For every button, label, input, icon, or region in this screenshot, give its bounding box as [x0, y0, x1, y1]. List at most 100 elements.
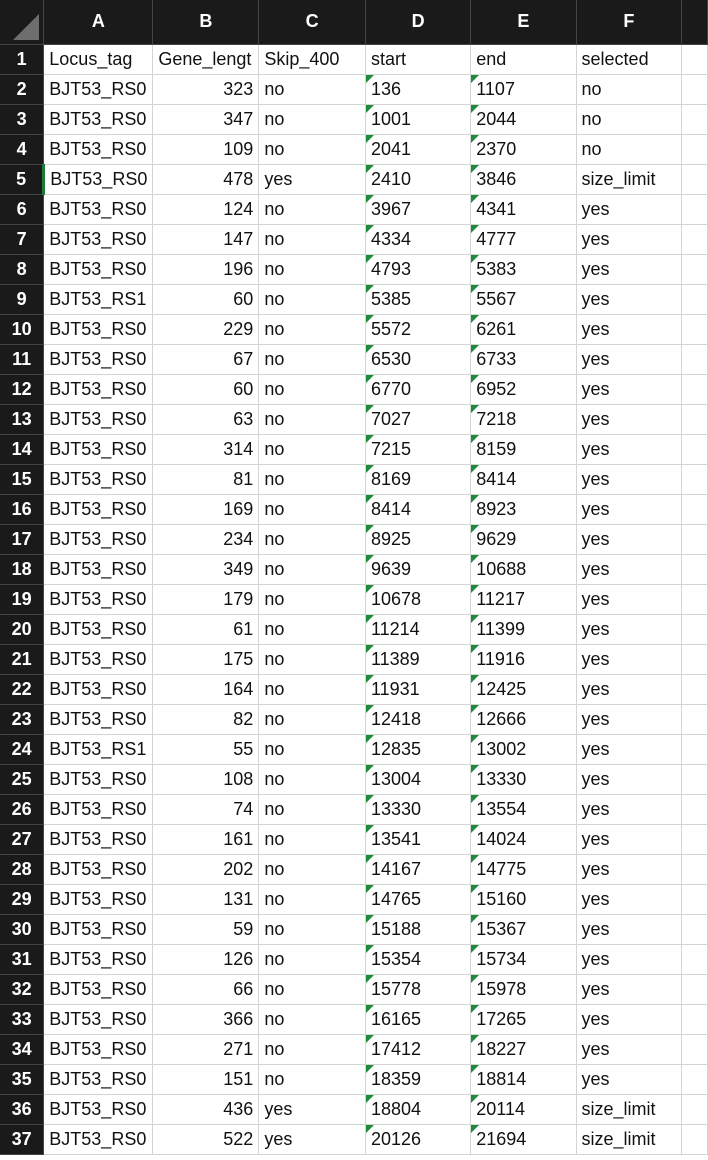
- locus-tag-cell[interactable]: BJT53_RS0: [43, 374, 154, 405]
- end-cell[interactable]: 4341: [470, 194, 577, 225]
- start-cell[interactable]: 15778: [365, 974, 472, 1005]
- locus-tag-cell[interactable]: BJT53_RS0: [43, 674, 154, 705]
- gene-length-cell[interactable]: 522: [152, 1124, 260, 1155]
- start-cell[interactable]: 12418: [365, 704, 472, 735]
- gene-length-cell[interactable]: 234: [152, 524, 260, 555]
- skip-400-cell[interactable]: no: [258, 434, 366, 465]
- cell[interactable]: [681, 524, 708, 555]
- cell[interactable]: [681, 704, 708, 735]
- cell[interactable]: Skip_400: [258, 44, 366, 75]
- locus-tag-cell[interactable]: BJT53_RS0: [43, 74, 154, 105]
- selected-cell[interactable]: yes: [576, 1004, 683, 1035]
- start-cell[interactable]: 13330: [365, 794, 472, 825]
- end-cell[interactable]: 8159: [470, 434, 577, 465]
- locus-tag-cell[interactable]: BJT53_RS1: [43, 284, 154, 315]
- gene-length-cell[interactable]: 323: [152, 74, 260, 105]
- gene-length-cell[interactable]: 196: [152, 254, 260, 285]
- cell[interactable]: end: [470, 44, 577, 75]
- end-cell[interactable]: 8414: [470, 464, 577, 495]
- cell[interactable]: [681, 194, 708, 225]
- cell[interactable]: [681, 284, 708, 315]
- skip-400-cell[interactable]: no: [258, 554, 366, 585]
- column-header-c[interactable]: C: [258, 0, 366, 45]
- cell[interactable]: Gene_lengt: [152, 44, 260, 75]
- skip-400-cell[interactable]: no: [258, 914, 366, 945]
- gene-length-cell[interactable]: 147: [152, 224, 260, 255]
- end-cell[interactable]: 5383: [470, 254, 577, 285]
- locus-tag-cell[interactable]: BJT53_RS0: [43, 464, 154, 495]
- end-cell[interactable]: 13330: [470, 764, 577, 795]
- end-cell[interactable]: 6952: [470, 374, 577, 405]
- selected-cell[interactable]: yes: [576, 434, 683, 465]
- locus-tag-cell[interactable]: BJT53_RS0: [43, 224, 154, 255]
- end-cell[interactable]: 17265: [470, 1004, 577, 1035]
- end-cell[interactable]: 11217: [470, 584, 577, 615]
- end-cell[interactable]: 18227: [470, 1034, 577, 1065]
- column-header-f[interactable]: F: [576, 0, 683, 45]
- selected-cell[interactable]: yes: [576, 464, 683, 495]
- end-cell[interactable]: 14024: [470, 824, 577, 855]
- cell[interactable]: Locus_tag: [43, 44, 154, 75]
- skip-400-cell[interactable]: no: [258, 494, 366, 525]
- selected-cell[interactable]: yes: [576, 794, 683, 825]
- skip-400-cell[interactable]: no: [258, 944, 366, 975]
- locus-tag-cell[interactable]: BJT53_RS0: [43, 884, 154, 915]
- row-header[interactable]: 20: [0, 614, 45, 645]
- locus-tag-cell[interactable]: BJT53_RS0: [43, 1004, 154, 1035]
- locus-tag-cell[interactable]: BJT53_RS0: [43, 1064, 154, 1095]
- gene-length-cell[interactable]: 82: [152, 704, 260, 735]
- skip-400-cell[interactable]: no: [258, 104, 366, 135]
- cell[interactable]: [681, 1034, 708, 1065]
- selected-cell[interactable]: yes: [576, 824, 683, 855]
- row-header[interactable]: 25: [0, 764, 45, 795]
- end-cell[interactable]: 12425: [470, 674, 577, 705]
- locus-tag-cell[interactable]: BJT53_RS0: [43, 584, 154, 615]
- skip-400-cell[interactable]: no: [258, 854, 366, 885]
- end-cell[interactable]: 2044: [470, 104, 577, 135]
- skip-400-cell[interactable]: no: [258, 884, 366, 915]
- start-cell[interactable]: 9639: [365, 554, 472, 585]
- skip-400-cell[interactable]: no: [258, 194, 366, 225]
- skip-400-cell[interactable]: yes: [258, 1124, 366, 1155]
- row-header[interactable]: 37: [0, 1124, 45, 1155]
- start-cell[interactable]: 11931: [365, 674, 472, 705]
- locus-tag-cell[interactable]: BJT53_RS0: [43, 854, 154, 885]
- skip-400-cell[interactable]: no: [258, 74, 366, 105]
- row-header[interactable]: 10: [0, 314, 45, 345]
- row-header[interactable]: 3: [0, 104, 45, 135]
- selected-cell[interactable]: yes: [576, 764, 683, 795]
- gene-length-cell[interactable]: 66: [152, 974, 260, 1005]
- gene-length-cell[interactable]: 436: [152, 1094, 260, 1125]
- row-header[interactable]: 5: [0, 164, 46, 195]
- selected-cell[interactable]: yes: [576, 344, 683, 375]
- cell[interactable]: [681, 614, 708, 645]
- skip-400-cell[interactable]: no: [258, 1034, 366, 1065]
- skip-400-cell[interactable]: no: [258, 314, 366, 345]
- selected-cell[interactable]: yes: [576, 944, 683, 975]
- gene-length-cell[interactable]: 55: [152, 734, 260, 765]
- locus-tag-cell[interactable]: BJT53_RS0: [43, 644, 154, 675]
- start-cell[interactable]: 8925: [365, 524, 472, 555]
- cell[interactable]: [681, 584, 708, 615]
- start-cell[interactable]: 6770: [365, 374, 472, 405]
- row-header[interactable]: 34: [0, 1034, 45, 1065]
- cell[interactable]: start: [365, 44, 472, 75]
- cell[interactable]: [681, 164, 708, 195]
- start-cell[interactable]: 5572: [365, 314, 472, 345]
- locus-tag-cell[interactable]: BJT53_RS0: [43, 134, 154, 165]
- selected-cell[interactable]: yes: [576, 284, 683, 315]
- gene-length-cell[interactable]: 74: [152, 794, 260, 825]
- selected-cell[interactable]: no: [576, 74, 683, 105]
- cell[interactable]: [681, 1124, 708, 1155]
- skip-400-cell[interactable]: no: [258, 374, 366, 405]
- cell[interactable]: [681, 254, 708, 285]
- skip-400-cell[interactable]: yes: [258, 164, 366, 195]
- cell[interactable]: [681, 1004, 708, 1035]
- selected-cell[interactable]: yes: [576, 914, 683, 945]
- skip-400-cell[interactable]: no: [258, 524, 366, 555]
- cell[interactable]: [681, 944, 708, 975]
- end-cell[interactable]: 6733: [470, 344, 577, 375]
- selected-cell[interactable]: yes: [576, 644, 683, 675]
- gene-length-cell[interactable]: 202: [152, 854, 260, 885]
- start-cell[interactable]: 14167: [365, 854, 472, 885]
